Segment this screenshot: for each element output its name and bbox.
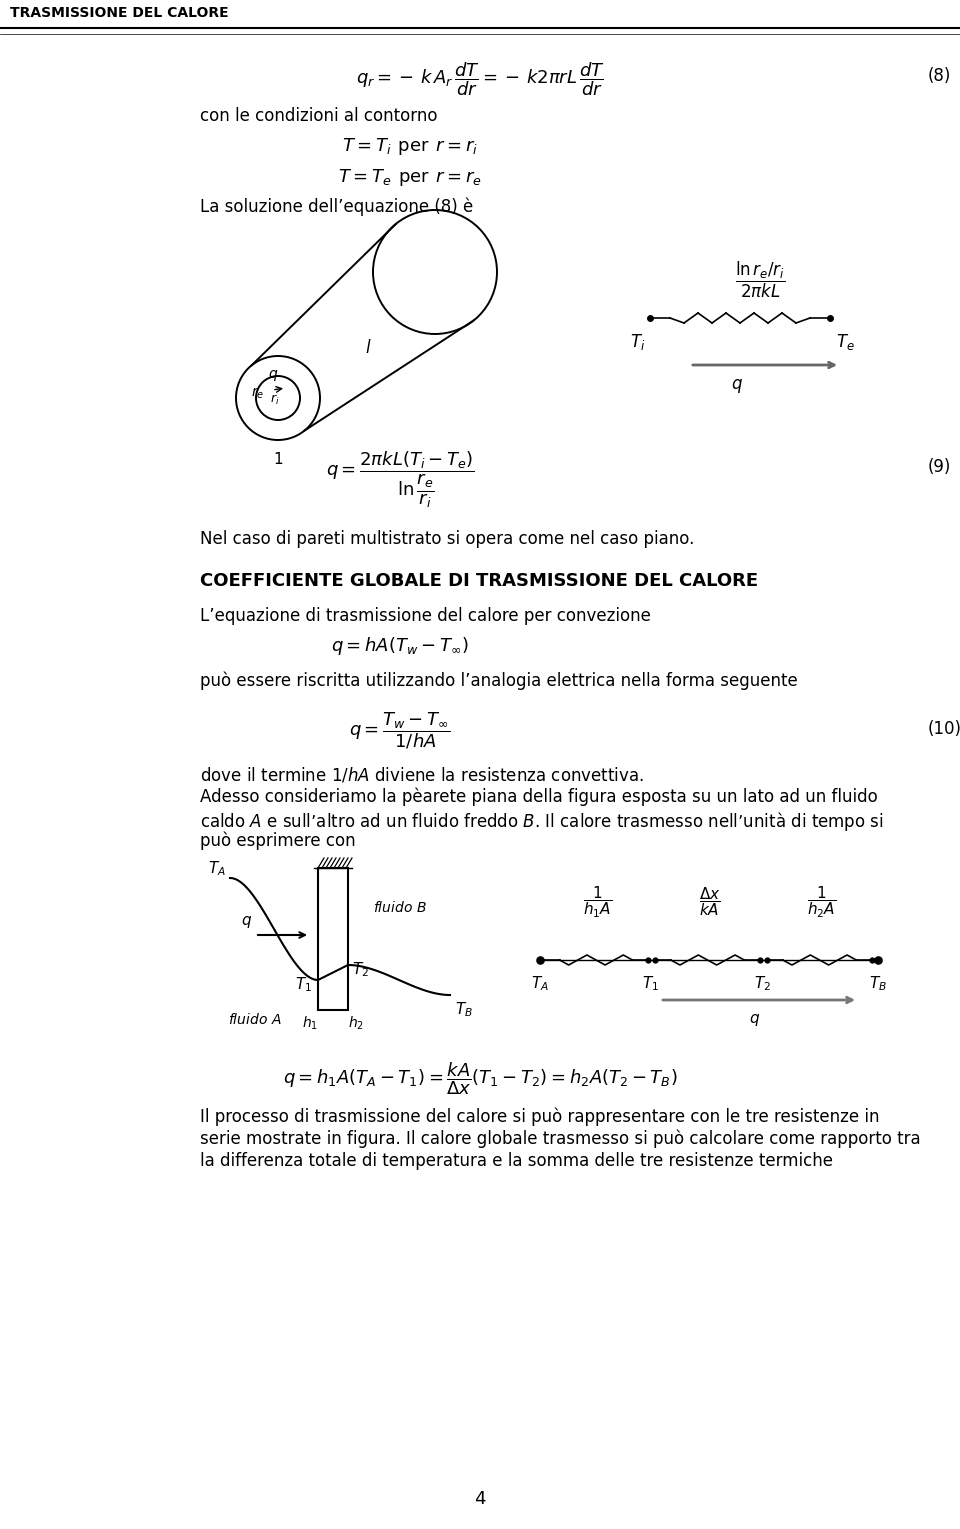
Text: serie mostrate in figura. Il calore globale trasmesso si può calcolare come rapp: serie mostrate in figura. Il calore glob…	[200, 1130, 921, 1148]
Text: $T_e$: $T_e$	[836, 332, 854, 352]
Text: $\dfrac{\ln r_e/r_i}{2\pi kL}$: $\dfrac{\ln r_e/r_i}{2\pi kL}$	[734, 260, 785, 300]
Text: $T_2$: $T_2$	[754, 974, 771, 992]
Text: $\dfrac{1}{h_1 A}$: $\dfrac{1}{h_1 A}$	[584, 885, 612, 920]
Text: $\dfrac{1}{h_2 A}$: $\dfrac{1}{h_2 A}$	[807, 885, 837, 920]
Text: con le condizioni al contorno: con le condizioni al contorno	[200, 107, 438, 125]
Text: $q = h_1 A(T_A - T_1) = \dfrac{kA}{\Delta x}(T_1 - T_2) = h_2 A(T_2 - T_B)$: $q = h_1 A(T_A - T_1) = \dfrac{kA}{\Delt…	[282, 1060, 678, 1096]
Text: $q$: $q$	[268, 368, 278, 382]
Text: (9): (9)	[928, 459, 951, 476]
Text: Il processo di trasmissione del calore si può rappresentare con le tre resistenz: Il processo di trasmissione del calore s…	[200, 1109, 879, 1127]
Text: $fluido\ B$: $fluido\ B$	[373, 901, 427, 914]
Text: $q$: $q$	[241, 914, 252, 930]
Text: $T_1$: $T_1$	[295, 976, 312, 994]
Text: può essere riscritta utilizzando l’analogia elettrica nella forma seguente: può essere riscritta utilizzando l’analo…	[200, 673, 798, 691]
Text: Adesso consideriamo la pèarete piana della figura esposta su un lato ad un fluid: Adesso consideriamo la pèarete piana del…	[200, 787, 877, 806]
Text: $T_A$: $T_A$	[531, 974, 549, 992]
Text: $h_1$: $h_1$	[302, 1015, 318, 1032]
Text: $q = \dfrac{T_w - T_\infty}{1/hA}$: $q = \dfrac{T_w - T_\infty}{1/hA}$	[349, 709, 450, 751]
Text: $T_B$: $T_B$	[869, 974, 887, 992]
Text: $l$: $l$	[365, 339, 372, 356]
Text: $q$: $q$	[750, 1012, 760, 1027]
Text: $T_A$: $T_A$	[208, 859, 226, 878]
Text: la differenza totale di temperatura e la somma delle tre resistenze termiche: la differenza totale di temperatura e la…	[200, 1151, 833, 1170]
Text: dove il termine $1/hA$ diviene la resistenza convettiva.: dove il termine $1/hA$ diviene la resist…	[200, 766, 644, 784]
Text: $T_B$: $T_B$	[455, 1000, 473, 1018]
Text: $r_i$: $r_i$	[270, 393, 279, 407]
Text: può esprimere con: può esprimere con	[200, 832, 355, 850]
Text: La soluzione dell’equazione (8) è: La soluzione dell’equazione (8) è	[200, 197, 473, 217]
Text: $r_e$: $r_e$	[252, 385, 265, 401]
Text: $\dfrac{\Delta x}{kA}$: $\dfrac{\Delta x}{kA}$	[699, 885, 721, 917]
Text: COEFFICIENTE GLOBALE DI TRASMISSIONE DEL CALORE: COEFFICIENTE GLOBALE DI TRASMISSIONE DEL…	[200, 572, 758, 590]
Text: L’equazione di trasmissione del calore per convezione: L’equazione di trasmissione del calore p…	[200, 607, 651, 625]
Text: (10): (10)	[928, 720, 960, 739]
Text: $T_i$: $T_i$	[630, 332, 645, 352]
Text: $q = \dfrac{2\pi k L(T_i - T_e)}{\ln\dfrac{r_e}{r_i}}$: $q = \dfrac{2\pi k L(T_i - T_e)}{\ln\dfr…	[325, 450, 474, 511]
Text: Nel caso di pareti multistrato si opera come nel caso piano.: Nel caso di pareti multistrato si opera …	[200, 531, 694, 547]
Text: TRASMISSIONE DEL CALORE: TRASMISSIONE DEL CALORE	[10, 6, 228, 20]
Text: $h_2$: $h_2$	[348, 1015, 364, 1032]
Text: $fluido\ A$: $fluido\ A$	[228, 1012, 282, 1027]
Text: 1: 1	[274, 453, 283, 466]
Text: $T = T_e\;\,\mathrm{per}\;\, r = r_e$: $T = T_e\;\,\mathrm{per}\;\, r = r_e$	[338, 167, 482, 188]
Text: 4: 4	[474, 1489, 486, 1508]
Text: $q = hA(T_w - T_\infty)$: $q = hA(T_w - T_\infty)$	[331, 635, 468, 657]
Text: $T = T_i\;\,\mathrm{per}\;\, r = r_i$: $T = T_i\;\,\mathrm{per}\;\, r = r_i$	[342, 136, 478, 157]
Text: $T_1$: $T_1$	[642, 974, 660, 992]
Text: $q_r = -\,k\,A_r\,\dfrac{dT}{dr} = -\,k2\pi r L\,\dfrac{dT}{dr}$: $q_r = -\,k\,A_r\,\dfrac{dT}{dr} = -\,k2…	[355, 60, 605, 98]
Text: (8): (8)	[928, 67, 951, 86]
Bar	[318, 868, 348, 1011]
Text: $T_2$: $T_2$	[352, 960, 369, 979]
Text: $q$: $q$	[731, 378, 743, 394]
Text: caldo $A$ e sull’altro ad un fluido freddo $B$. Il calore trasmesso nell’unità d: caldo $A$ e sull’altro ad un fluido fred…	[200, 810, 884, 833]
